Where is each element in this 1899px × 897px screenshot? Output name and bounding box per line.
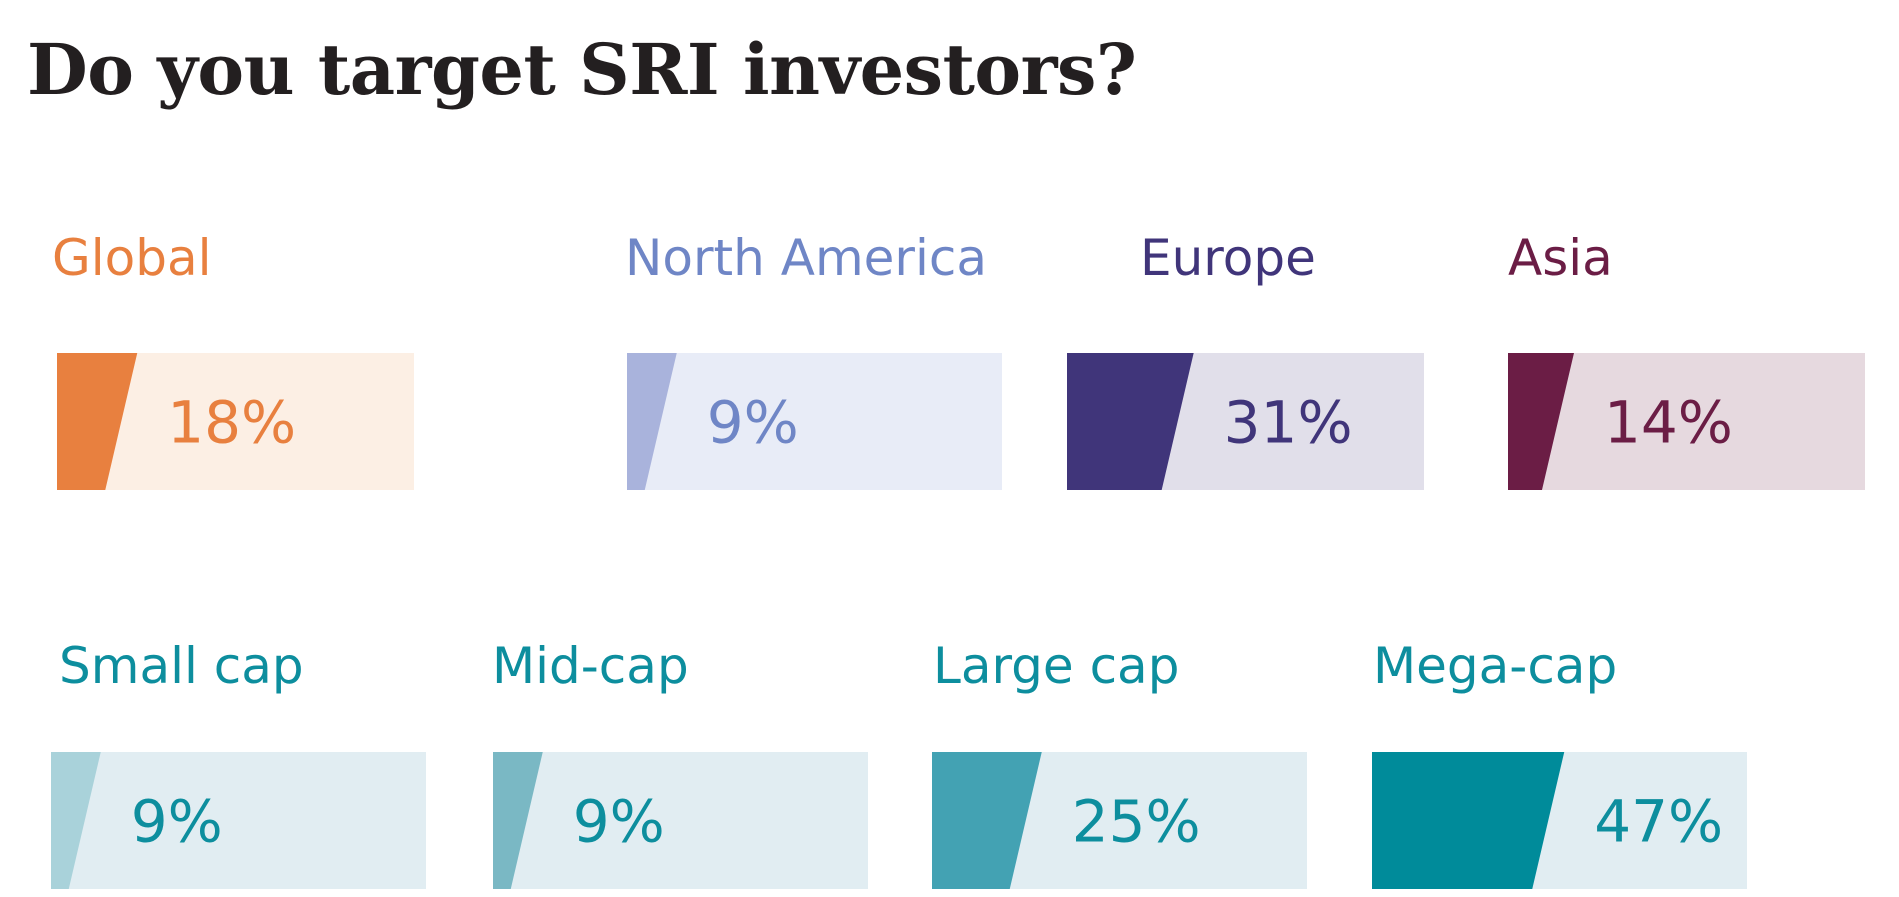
value-label: 18% [167,389,296,457]
bar-fill [493,752,543,889]
bar-fill [1372,752,1565,889]
category-label: Small cap [59,637,304,695]
bar-track [51,752,426,889]
category-label: Europe [1140,229,1316,287]
bar-fill [57,353,138,490]
value-label: 14% [1604,389,1733,457]
category-label: North America [625,229,987,287]
chart-title: Do you target SRI investors? [27,28,1137,111]
bar-fill [1508,353,1574,490]
value-label: 25% [1072,788,1201,856]
bar-track [627,353,1002,490]
category-label: Global [52,229,212,287]
bar-track [493,752,868,889]
bar-fill [1067,353,1194,490]
value-label: 9% [707,389,799,457]
category-label: Mega-cap [1373,637,1617,695]
value-label: 9% [573,788,665,856]
bar-fill [51,752,101,889]
category-label: Large cap [933,637,1179,695]
category-label: Asia [1508,229,1613,287]
value-label: 47% [1594,788,1723,856]
bar-fill [932,752,1042,889]
bar-fill [627,353,677,490]
category-label: Mid-cap [492,637,689,695]
value-label: 9% [131,788,223,856]
value-label: 31% [1224,389,1353,457]
